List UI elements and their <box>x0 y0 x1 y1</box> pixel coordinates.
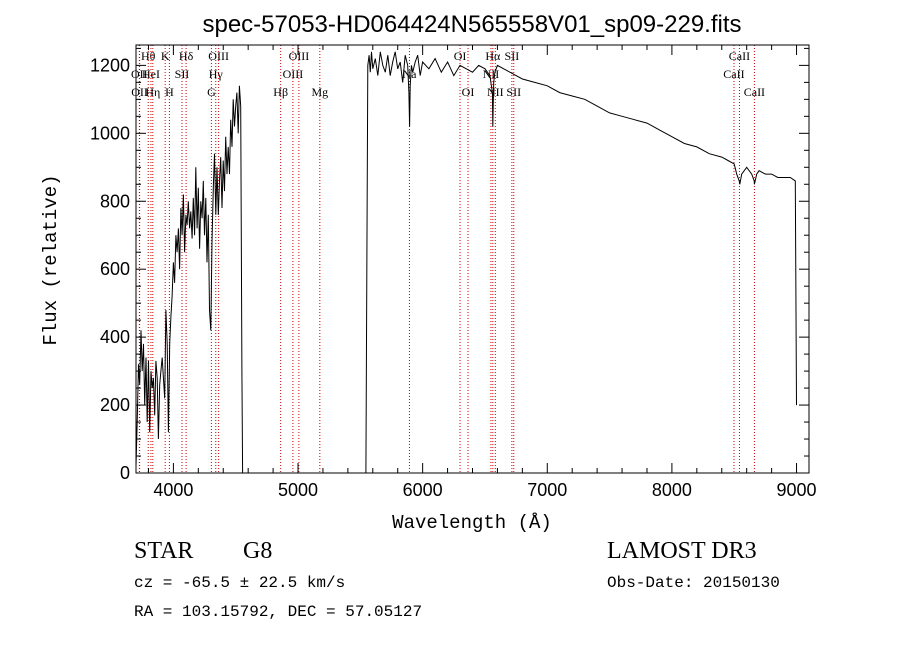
marker-label-18: OI <box>462 85 475 99</box>
marker-label-20: Hα <box>485 49 501 63</box>
x-tick-label: 9000 <box>777 480 817 500</box>
marker-label-16: Na <box>402 67 417 81</box>
x-tick-label: 6000 <box>403 480 443 500</box>
x-tick-label: 8000 <box>652 480 692 500</box>
y-tick-label: 400 <box>100 327 130 347</box>
marker-label-21: NII <box>487 85 504 99</box>
obs-date: Obs-Date: 20150130 <box>607 574 780 592</box>
y-tick-label: 600 <box>100 259 130 279</box>
y-tick-label: 800 <box>100 191 130 211</box>
x-tick-label: 4000 <box>153 480 193 500</box>
marker-label-24: CaII <box>723 67 744 81</box>
line-markers: OIIOIIHθHeIHηKHSIIHδGHγOIIIHβOIIIOIIIMgN… <box>131 45 765 473</box>
spectrum-chart: spec-57053-HD064424N565558V01_sp09-229.f… <box>40 11 817 534</box>
y-tick-label: 0 <box>120 463 130 483</box>
plot-frame <box>135 44 810 474</box>
marker-label-0: OII <box>131 67 148 81</box>
y-tick-label: 1200 <box>90 55 130 75</box>
marker-label-7: SII <box>175 67 190 81</box>
marker-label-12: Hβ <box>273 85 288 99</box>
subclass: G8 <box>243 538 273 564</box>
y-tick-label: 200 <box>100 395 130 415</box>
marker-label-23: SII <box>506 85 521 99</box>
marker-label-17: OI <box>454 49 467 63</box>
marker-label-9: G <box>207 85 216 99</box>
coordinates: RA = 103.15792, DEC = 57.05127 <box>134 603 423 621</box>
marker-label-26: CaII <box>744 85 765 99</box>
marker-label-10: Hγ <box>209 67 224 81</box>
marker-label-1: OII <box>131 85 148 99</box>
x-tick-label: 7000 <box>527 480 567 500</box>
marker-label-11: OIII <box>208 49 229 63</box>
x-tick-label: 5000 <box>278 480 318 500</box>
marker-label-4: Hη <box>145 85 160 99</box>
flux-line-segment-2 <box>365 51 797 474</box>
survey-name: LAMOST DR3 <box>607 538 757 564</box>
redshift-cz: cz = -65.5 ± 22.5 km/s <box>134 574 346 592</box>
x-axis-ticks: 4000 5000 6000 7000 8000 9000 <box>153 45 817 500</box>
marker-label-13: OIII <box>283 67 304 81</box>
marker-label-5: K <box>161 49 170 63</box>
y-axis-ticks: 0 200 400 600 800 1000 1200 <box>90 55 809 483</box>
marker-label-22: SII <box>505 49 520 63</box>
marker-label-25: CaII <box>729 49 750 63</box>
marker-label-6: H <box>165 85 174 99</box>
chart-title: spec-57053-HD064424N565558V01_sp09-229.f… <box>202 11 741 38</box>
marker-label-2: Hθ <box>141 49 156 63</box>
marker-label-14: OIII <box>289 49 310 63</box>
y-tick-label: 1000 <box>90 123 130 143</box>
flux-line-segment-1 <box>135 85 244 474</box>
marker-label-8: Hδ <box>179 49 194 63</box>
x-axis-label: Wavelength (Å) <box>392 512 552 534</box>
marker-label-3: HeI <box>142 67 160 81</box>
marker-label-15: Mg <box>311 85 328 99</box>
object-type: STAR <box>134 538 194 564</box>
y-axis-label: Flux (relative) <box>40 174 62 345</box>
